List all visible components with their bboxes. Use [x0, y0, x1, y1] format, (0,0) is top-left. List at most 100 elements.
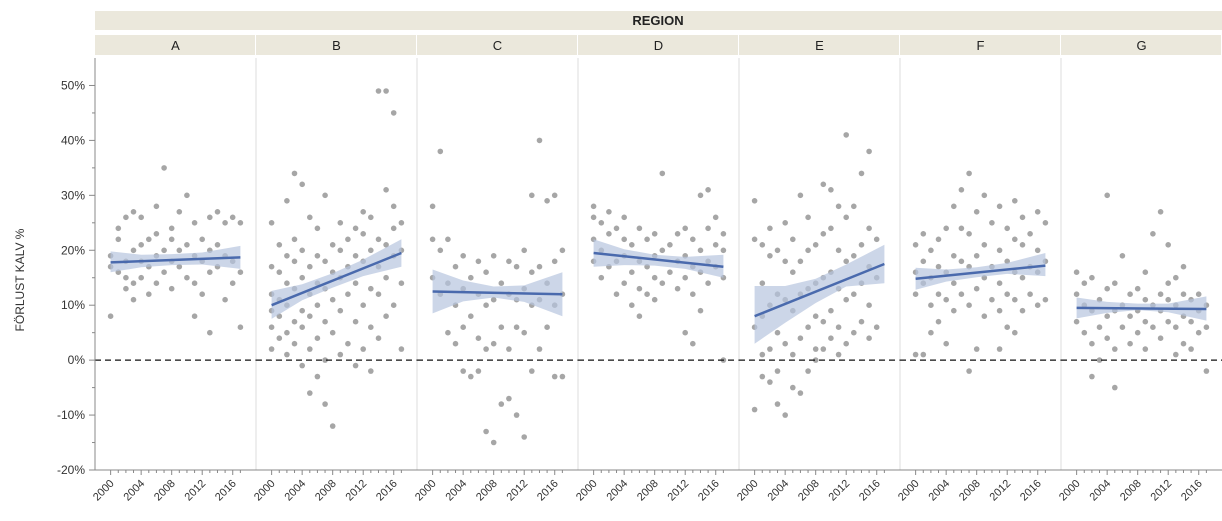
data-point [529, 269, 535, 276]
data-point [360, 231, 367, 237]
data-point [1012, 329, 1018, 336]
data-point [398, 346, 405, 352]
x-tick-label: 2016 [696, 478, 722, 504]
data-point [383, 88, 389, 94]
data-point [866, 302, 872, 309]
data-point [767, 346, 773, 352]
data-point [337, 247, 344, 254]
data-point [790, 384, 796, 391]
data-point [712, 214, 719, 221]
data-point [973, 346, 980, 352]
data-point [805, 247, 811, 254]
data-point [314, 225, 321, 232]
y-tick-label: 20% [61, 243, 85, 257]
data-point [835, 247, 842, 254]
data-point [1027, 231, 1033, 237]
data-point [437, 148, 444, 155]
data-point [951, 280, 957, 287]
data-point [951, 307, 957, 314]
data-point [529, 368, 535, 374]
data-point [130, 209, 137, 215]
y-tick-label: 50% [61, 78, 85, 92]
data-point [383, 313, 389, 320]
data-point [559, 373, 566, 380]
data-point [659, 247, 666, 254]
data-point [951, 203, 957, 210]
x-tick-label: 2008 [152, 478, 178, 504]
data-point [352, 253, 359, 259]
data-point [1150, 231, 1156, 237]
data-point [667, 242, 673, 248]
x-tick-label: 2000 [735, 478, 761, 504]
data-point [1019, 214, 1026, 221]
panels [95, 58, 1222, 470]
data-point [636, 285, 643, 292]
data-point [146, 291, 152, 298]
data-point [1157, 335, 1164, 342]
data-point [935, 263, 942, 270]
data-point [1203, 324, 1210, 331]
data-point [1165, 242, 1171, 248]
data-point [544, 198, 550, 204]
data-point [123, 274, 129, 281]
panel-strip-e [739, 35, 899, 55]
y-tick-label: 30% [61, 188, 85, 202]
data-point [958, 291, 965, 298]
data-point [284, 253, 290, 259]
data-point [797, 390, 804, 396]
data-point [268, 324, 275, 331]
data-point [912, 291, 919, 298]
data-point [843, 214, 849, 221]
data-point [214, 209, 221, 215]
data-point [751, 236, 758, 243]
data-point [981, 242, 988, 248]
data-point [812, 313, 819, 320]
data-point [498, 401, 505, 407]
data-point [1019, 307, 1026, 314]
data-point [360, 209, 367, 215]
data-point [759, 242, 766, 248]
x-tick-label: 2000 [574, 478, 600, 504]
data-point [222, 296, 228, 303]
confidence-band [754, 244, 885, 344]
data-point [705, 187, 711, 193]
data-point [920, 231, 927, 237]
data-point [636, 225, 643, 232]
data-point [598, 274, 605, 281]
data-point [996, 346, 1003, 352]
data-point [544, 324, 550, 331]
data-point [621, 236, 627, 243]
data-point [1081, 280, 1088, 287]
data-point [291, 170, 298, 177]
y-axis: 50% 40% 30% 20% 10% 0% -10% -20% [57, 58, 96, 477]
data-point [690, 236, 696, 243]
data-point [682, 274, 688, 281]
data-point [360, 346, 367, 352]
data-point [176, 263, 183, 270]
data-point [759, 373, 766, 380]
x-tick-label: 2016 [374, 478, 400, 504]
data-point [1034, 247, 1041, 254]
data-point [973, 285, 980, 292]
data-point [682, 329, 688, 336]
data-point [368, 368, 374, 374]
data-point [551, 373, 558, 380]
facet-header-strip [95, 11, 1222, 30]
data-point [123, 285, 129, 292]
data-point [375, 88, 382, 94]
data-point [651, 231, 658, 237]
data-point [237, 324, 244, 331]
data-point [291, 258, 298, 265]
data-point [513, 412, 520, 418]
data-point [774, 401, 781, 407]
data-point [375, 291, 382, 298]
data-point [1157, 209, 1164, 215]
data-point [1019, 274, 1026, 281]
panel-strip-d [578, 35, 738, 55]
x-tick-label: 2000 [896, 478, 922, 504]
data-point [1012, 236, 1018, 243]
data-point [996, 247, 1003, 254]
data-point [352, 318, 359, 325]
data-point [1173, 324, 1179, 331]
data-point [490, 340, 497, 347]
